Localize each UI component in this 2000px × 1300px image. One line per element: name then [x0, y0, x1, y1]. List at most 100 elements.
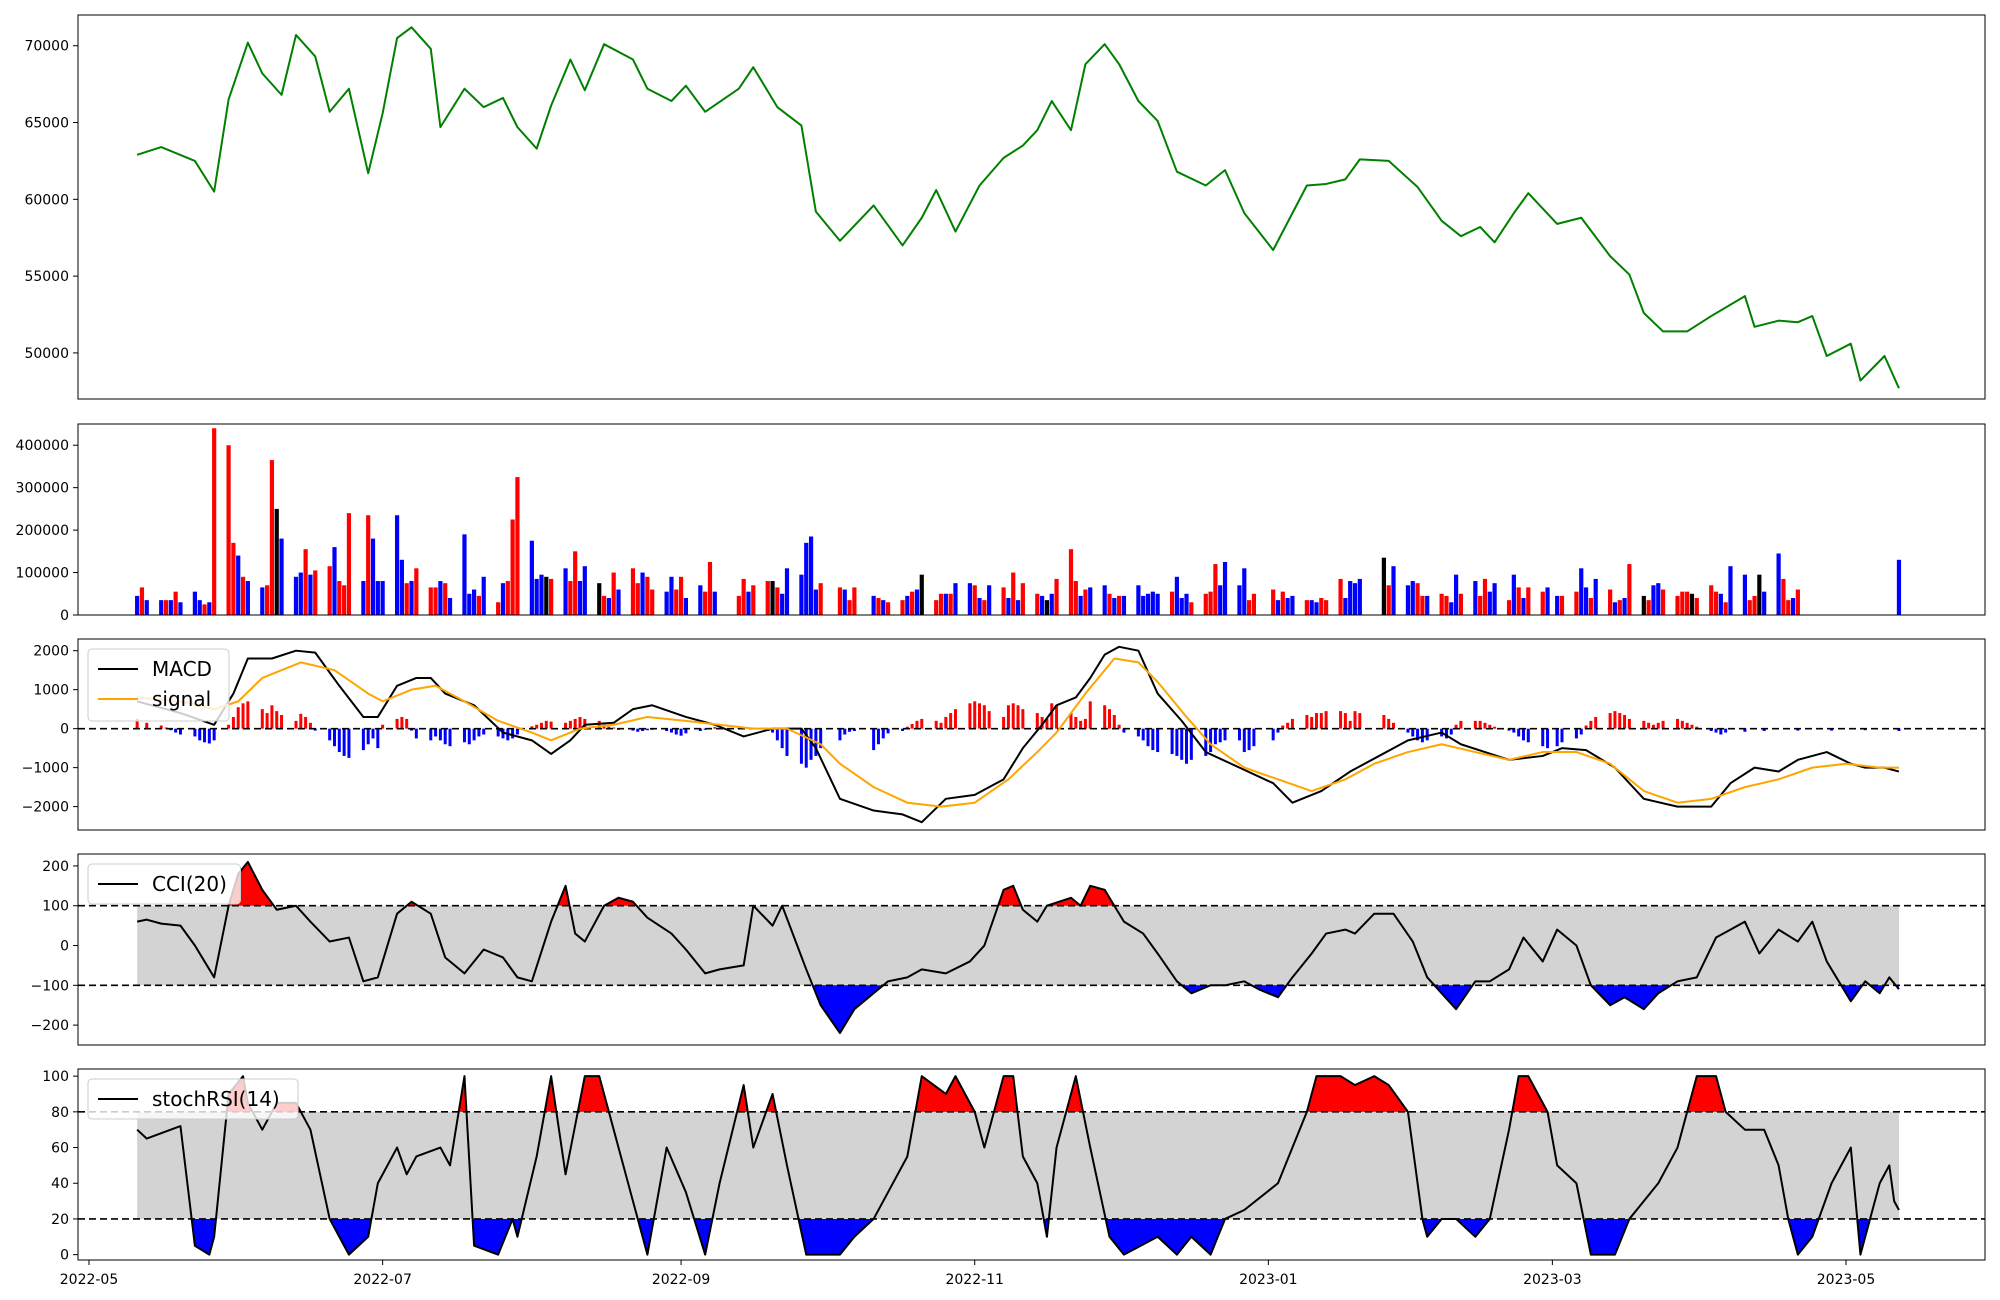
volume-bar [967, 583, 973, 615]
volume-bar [1078, 595, 1083, 615]
macd-histogram-bar [1151, 728, 1155, 751]
macd-histogram-bar [1459, 720, 1463, 729]
macd-histogram-bar [1546, 728, 1550, 749]
overbought-fill [1308, 1076, 1407, 1112]
volume-panel: 0 100000 200000 300000 400000 [16, 423, 1986, 624]
volume-bar [1439, 593, 1444, 615]
volume-bar [375, 581, 380, 615]
legend-label: MACD [152, 657, 212, 681]
macd-histogram-bar [400, 716, 404, 729]
macd-histogram-bar [135, 718, 139, 729]
macd-histogram-bar [910, 723, 914, 729]
volume-bar [934, 600, 939, 615]
volume-bar [611, 572, 616, 615]
macd-histogram-bar [920, 718, 924, 729]
macd-histogram-bar [227, 724, 231, 729]
stochrsi-panel: 0 20 40 60 80 100 stochRSI(14) 2022-05 2022-07 20… [42, 1068, 1986, 1288]
macd-histogram-bar [1281, 725, 1285, 729]
macd-histogram-bar [304, 716, 308, 729]
volume-bar [1319, 598, 1324, 615]
macd-histogram-bar [1324, 711, 1328, 729]
macd-histogram-bar [1647, 722, 1651, 729]
volume-bar [279, 538, 284, 615]
volume-bar [1020, 583, 1025, 615]
macd-histogram-bar [275, 711, 279, 729]
y-tick-label: 2000 [33, 644, 69, 660]
macd-histogram-bar [838, 728, 842, 741]
volume-bar [1068, 549, 1074, 615]
oversold-fill [1435, 985, 1472, 1010]
volume-bar [669, 576, 674, 615]
neutral-band [137, 1111, 1899, 1219]
y-tick-label: 1000 [33, 683, 69, 699]
macd-histogram-bar [876, 728, 880, 745]
y-tick-label: 70000 [24, 39, 69, 55]
volume-bar [361, 581, 366, 615]
x-tick-label: 2022-11 [945, 1272, 1004, 1288]
volume-bar [298, 572, 303, 615]
volume-bar [1487, 591, 1492, 615]
legend-label: signal [152, 687, 211, 711]
macd-histogram-bar [1136, 728, 1140, 737]
macd-histogram-bar [438, 728, 442, 741]
volume-bar [1583, 587, 1589, 615]
macd-histogram-bar [467, 728, 471, 745]
volume-bar [399, 559, 404, 615]
volume-bar [529, 540, 534, 615]
volume-bar [245, 581, 250, 615]
axes-frame [77, 423, 1986, 616]
volume-bar [1112, 598, 1117, 615]
volume-bar [380, 581, 385, 615]
volume-bar [1309, 600, 1314, 615]
macd-histogram-bar [1209, 728, 1213, 753]
macd-histogram-bar [665, 728, 669, 731]
y-tick-label: 20 [51, 1212, 69, 1228]
macd-histogram-bar [328, 728, 332, 741]
macd-histogram-bar [1088, 701, 1092, 729]
volume-bar [428, 587, 433, 615]
volume-bar [573, 551, 578, 615]
volume-bar [1574, 591, 1579, 615]
macd-histogram-bar [987, 711, 991, 729]
volume-bar [818, 583, 823, 615]
macd-histogram-bar [193, 728, 197, 737]
volume-bar [1381, 557, 1386, 615]
macd-histogram-bar [1454, 724, 1458, 729]
axes-frame [77, 1068, 1986, 1261]
macd-histogram-bar [381, 724, 385, 729]
oversold-fill [638, 1218, 654, 1255]
legend: stochRSI(14) [87, 1078, 299, 1120]
volume-bar [1174, 576, 1179, 615]
y-tick-label: 0 [60, 608, 69, 624]
macd-histogram-bar [1449, 728, 1453, 735]
volume-bar [1511, 574, 1516, 615]
volume-bar [496, 602, 501, 615]
volume-bar [885, 602, 891, 615]
macd-histogram-bar [376, 728, 380, 749]
volume-bar [1781, 578, 1786, 615]
macd-histogram-bar [1574, 728, 1578, 739]
macd-histogram-bar [1714, 728, 1718, 733]
volume-bar [346, 513, 352, 615]
macd-histogram-bar [270, 705, 274, 729]
overbought-fill [1081, 885, 1114, 906]
volume-bar [1762, 591, 1767, 615]
volume-bar [173, 591, 178, 615]
y-tick-label: −200 [31, 1018, 69, 1034]
cci-panel: −200 −100 0 100 200 CCI(20) [31, 853, 1986, 1046]
macd-histogram-bar [939, 722, 943, 729]
volume-bar [698, 585, 703, 615]
y-tick-label: −2000 [22, 800, 69, 816]
macd-histogram-bar [544, 720, 548, 729]
oversold-fill [1789, 1218, 1819, 1255]
volume-bar [260, 587, 265, 615]
volume-bar [1559, 595, 1565, 615]
volume-bar [1449, 602, 1454, 615]
macd-histogram-bar [1512, 728, 1516, 733]
oversold-fill [1592, 985, 1671, 1010]
macd-histogram-bar [1420, 728, 1424, 743]
volume-bar [842, 589, 847, 615]
volume-bar [674, 589, 679, 615]
macd-histogram-bar [1002, 716, 1006, 729]
volume-bar [447, 598, 453, 615]
